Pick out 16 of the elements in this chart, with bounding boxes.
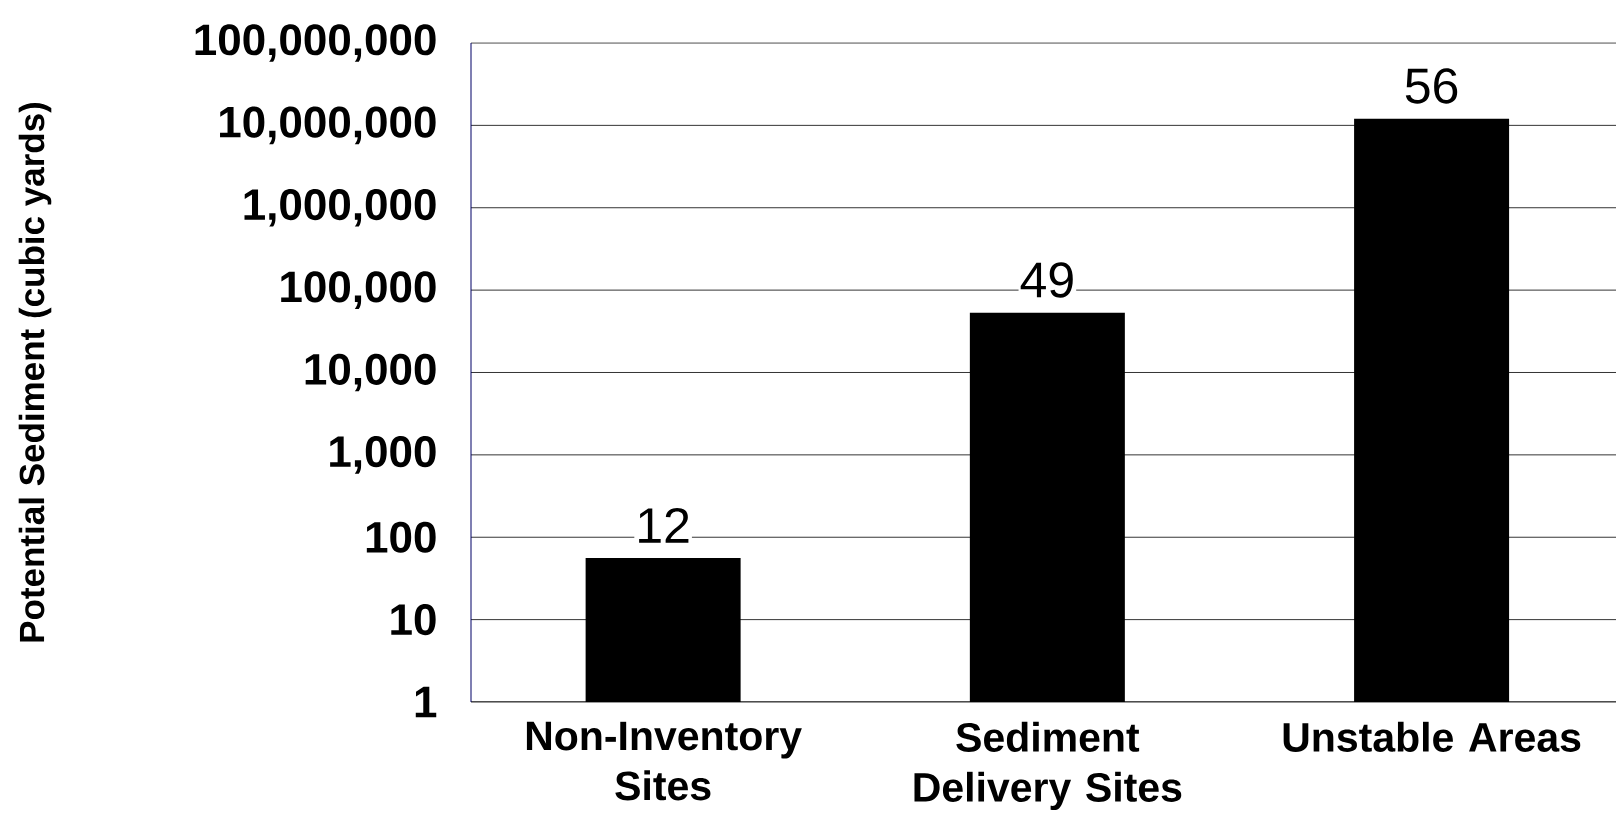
x-tick-label: Non-Inventory Sites [526,721,802,801]
x-tick-label: Sediment Delivery Sites [914,721,1182,810]
annotation: 12 [639,507,689,543]
y-tick-label: 1 [415,686,437,718]
x-tick-label: Unstable Areas [1283,721,1581,752]
y-tick-label: 1,000,000 [244,188,436,227]
annotation: 56 [1405,68,1458,104]
y-tick-label: 1,000 [330,436,436,474]
y-tick-label: 10,000 [305,353,436,392]
y-axis-title: Potential Sediment (cubic yards) [18,102,52,642]
y-tick-label: 10 [391,604,436,636]
y-tick-label: 100 [366,521,436,553]
y-tick-label: 100,000 [281,271,436,309]
y-tick-label: 10,000,000 [220,106,436,145]
annotation: 49 [1020,262,1073,298]
y-tick-label: 100,000,000 [195,24,436,62]
